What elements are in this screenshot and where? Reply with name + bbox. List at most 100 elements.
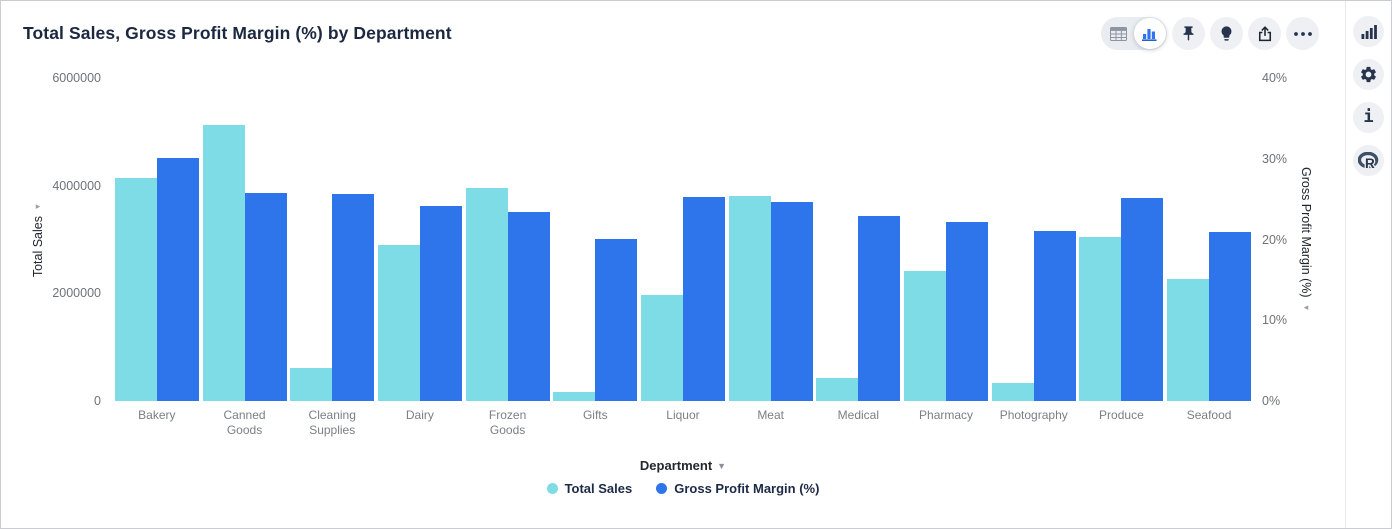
category-label-canned-goods: Canned Goods	[223, 408, 266, 437]
more-options-button[interactable]	[1286, 17, 1319, 50]
category-label-meat: Meat	[757, 408, 784, 422]
y-tick-left: 2000000	[52, 286, 101, 301]
y-tick-left: 0	[94, 394, 101, 408]
bar-total-sales-pharmacy[interactable]	[904, 270, 947, 401]
bar-group-photography	[990, 78, 1078, 401]
bar-gross-profit-margin-frozen-goods[interactable]	[507, 212, 550, 401]
y-tick-right: 10%	[1262, 313, 1288, 328]
chart-view-button[interactable]	[1134, 18, 1166, 49]
bar-chart-icon	[1142, 26, 1158, 41]
chart-title: Total Sales, Gross Profit Margin (%) by …	[23, 23, 452, 43]
bar-total-sales-cleaning-supplies[interactable]	[290, 367, 333, 401]
y-axis-right-title[interactable]: Gross Profit Margin (%) ◂	[1299, 167, 1313, 312]
bar-group-produce	[1078, 78, 1166, 401]
bar-gross-profit-margin-bakery[interactable]	[156, 157, 199, 401]
category-label-gifts: Gifts	[582, 408, 608, 422]
bar-group-frozen-goods	[464, 78, 552, 401]
category-label-medical: Medical	[837, 408, 880, 422]
pin-icon	[1180, 25, 1197, 42]
legend-label: Gross Profit Margin (%)	[674, 481, 820, 496]
x-axis-label[interactable]: Department	[639, 458, 713, 473]
category-label-cleaning-supplies: Cleaning Supplies	[308, 408, 356, 437]
table-icon	[1109, 26, 1127, 41]
plot-area	[113, 78, 1253, 401]
bar-gross-profit-margin-seafood[interactable]	[1209, 232, 1252, 401]
bar-total-sales-dairy[interactable]	[377, 244, 420, 401]
bar-group-meat	[727, 78, 815, 401]
table-view-button[interactable]	[1102, 18, 1134, 49]
bar-group-cleaning-supplies	[288, 78, 376, 401]
category-label-pharmacy: Pharmacy	[919, 408, 974, 422]
bar-gross-profit-margin-cleaning-supplies[interactable]	[332, 193, 375, 401]
y-tick-left: 6000000	[52, 71, 101, 85]
category-label-bakery: Bakery	[138, 408, 176, 422]
legend: Total Sales Gross Profit Margin (%)	[113, 481, 1253, 496]
bar-group-bakery	[113, 78, 201, 401]
category-label-liquor: Liquor	[666, 408, 700, 422]
spotiq-insights-button[interactable]	[1210, 17, 1243, 50]
bar-total-sales-photography[interactable]	[991, 383, 1034, 401]
y-axis-right-ticks: 40% 30% 20% 10% 0%	[1262, 71, 1302, 408]
bar-total-sales-produce[interactable]	[1079, 237, 1122, 401]
bar-gross-profit-margin-pharmacy[interactable]	[946, 221, 989, 401]
info-button[interactable]: i	[1353, 102, 1384, 133]
bar-group-pharmacy	[902, 78, 990, 401]
bar-total-sales-liquor[interactable]	[640, 294, 683, 401]
axis-sort-arrow-icon: ◂	[1303, 301, 1309, 312]
bar-total-sales-gifts[interactable]	[553, 391, 596, 401]
bar-total-sales-medical[interactable]	[816, 377, 859, 401]
category-label-dairy: Dairy	[405, 408, 434, 422]
bar-total-sales-canned-goods[interactable]	[202, 124, 245, 401]
right-icon-rail: i R	[1345, 1, 1391, 528]
legend-dot-icon	[656, 483, 668, 494]
bar-gross-profit-margin-produce[interactable]	[1121, 197, 1164, 401]
category-label-seafood: Seafood	[1186, 408, 1232, 422]
bar-gross-profit-margin-gifts[interactable]	[595, 238, 638, 401]
y-tick-right: 40%	[1262, 71, 1288, 85]
r-analysis-button[interactable]: R	[1353, 145, 1384, 176]
gear-icon	[1359, 65, 1378, 84]
bar-group-dairy	[376, 78, 464, 401]
axis-sort-arrow-icon: ▸	[35, 200, 41, 211]
share-icon	[1256, 25, 1274, 43]
bar-gross-profit-margin-medical[interactable]	[858, 216, 901, 401]
bar-group-gifts	[551, 78, 639, 401]
category-label-frozen-goods: Frozen Goods	[488, 408, 527, 437]
x-axis-title: Department ▼	[113, 457, 1253, 475]
lightbulb-icon	[1218, 25, 1235, 42]
settings-button[interactable]	[1353, 59, 1384, 90]
bar-chart-icon	[1361, 24, 1377, 39]
view-toggle	[1101, 17, 1167, 50]
bar-total-sales-seafood[interactable]	[1167, 279, 1210, 401]
bar-total-sales-frozen-goods[interactable]	[465, 187, 508, 401]
legend-label: Total Sales	[564, 481, 633, 496]
r-logo-icon: R	[1358, 151, 1379, 170]
y-axis-left-title[interactable]: ▸ Total Sales	[31, 200, 45, 278]
y-tick-left: 4000000	[52, 178, 101, 193]
legend-dot-icon	[546, 483, 558, 494]
x-axis-category-labels: Bakery Canned Goods Cleaning Supplies Dairy…	[113, 408, 1253, 438]
info-icon: i	[1363, 107, 1374, 127]
bar-gross-profit-margin-dairy[interactable]	[419, 206, 462, 401]
bar-group-seafood	[1165, 78, 1253, 401]
legend-item-gross-profit-margin[interactable]: Gross Profit Margin (%)	[656, 481, 819, 496]
y-tick-right: 0%	[1262, 394, 1281, 408]
bar-total-sales-bakery[interactable]	[114, 177, 157, 401]
chart-toolbar	[1101, 17, 1319, 50]
y-axis-left-ticks: 6000000 4000000 2000000 0	[1, 71, 101, 408]
bar-gross-profit-margin-liquor[interactable]	[682, 196, 725, 401]
bar-group-canned-goods	[201, 78, 289, 401]
bar-gross-profit-margin-photography[interactable]	[1033, 230, 1076, 401]
bar-gross-profit-margin-meat[interactable]	[770, 201, 813, 401]
category-label-produce: Produce	[1099, 408, 1144, 422]
legend-item-total-sales[interactable]: Total Sales	[546, 481, 633, 496]
category-label-photography: Photography	[999, 408, 1068, 422]
bar-gross-profit-margin-canned-goods[interactable]	[244, 192, 287, 401]
pin-button[interactable]	[1172, 17, 1205, 50]
share-button[interactable]	[1248, 17, 1281, 50]
bar-group-medical	[815, 78, 903, 401]
chart-config-button[interactable]	[1353, 16, 1384, 47]
y-tick-right: 20%	[1262, 232, 1288, 247]
bar-total-sales-meat[interactable]	[728, 196, 771, 401]
